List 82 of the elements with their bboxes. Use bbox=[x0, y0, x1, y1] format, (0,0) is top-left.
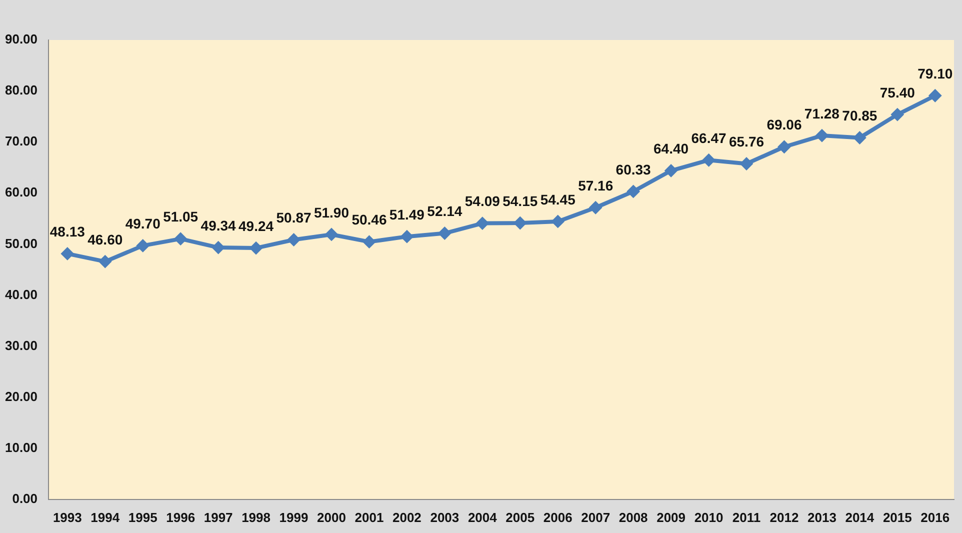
point bbox=[362, 235, 376, 248]
data-label: 60.33 bbox=[616, 161, 652, 178]
y-tick-label: 40.00 bbox=[4, 286, 38, 302]
data-label: 69.06 bbox=[766, 116, 802, 133]
x-tick-label: 1997 bbox=[204, 510, 233, 525]
x-tick-label: 2006 bbox=[543, 510, 572, 525]
x-tick-label: 1995 bbox=[128, 510, 158, 525]
y-tick-label: 70.00 bbox=[4, 134, 38, 149]
x-tick-label: 2005 bbox=[506, 510, 535, 525]
data-label: 51.90 bbox=[314, 204, 350, 220]
x-tick-label: 2016 bbox=[920, 510, 950, 525]
point bbox=[778, 140, 791, 154]
x-tick-label: 1998 bbox=[242, 510, 270, 525]
x-tick-label: 2008 bbox=[618, 510, 648, 525]
data-label: 49.34 bbox=[200, 217, 236, 234]
data-label: 79.10 bbox=[918, 66, 953, 82]
point bbox=[551, 214, 564, 228]
x-tick-label: 1996 bbox=[166, 510, 196, 525]
data-label: 70.85 bbox=[842, 108, 878, 124]
point bbox=[626, 184, 640, 198]
x-tick-label: 1993 bbox=[52, 510, 82, 525]
point bbox=[287, 233, 300, 246]
point bbox=[514, 216, 527, 230]
data-label: 51.49 bbox=[389, 206, 425, 222]
x-tick-label: 2001 bbox=[354, 510, 384, 525]
data-label: 49.24 bbox=[238, 218, 274, 234]
y-tick-label: 10.00 bbox=[4, 440, 38, 455]
y-tick-label: 30.00 bbox=[4, 338, 38, 353]
x-tick-label: 2003 bbox=[430, 510, 460, 525]
x-tick-label: 2004 bbox=[468, 510, 498, 525]
x-tick-label: 2000 bbox=[317, 510, 346, 525]
x-tick-label: 1994 bbox=[90, 510, 120, 525]
x-tick-label: 2009 bbox=[656, 510, 686, 525]
point bbox=[928, 89, 942, 102]
y-tick-label: 60.00 bbox=[4, 184, 38, 200]
point bbox=[664, 164, 678, 178]
data-label: 51.05 bbox=[163, 208, 198, 225]
point bbox=[890, 108, 904, 122]
point bbox=[815, 129, 828, 142]
data-label: 46.60 bbox=[88, 231, 123, 248]
x-tick-label: 2007 bbox=[581, 510, 610, 525]
point bbox=[174, 232, 188, 246]
x-tick-label: 2002 bbox=[392, 510, 422, 525]
data-label: 48.13 bbox=[50, 224, 86, 240]
data-label: 52.14 bbox=[427, 203, 462, 220]
data-label: 50.87 bbox=[276, 210, 312, 226]
x-tick-label: 1999 bbox=[279, 510, 308, 525]
data-label: 71.28 bbox=[804, 105, 840, 122]
point bbox=[212, 241, 225, 254]
y-tick-label: 80.00 bbox=[4, 82, 38, 98]
y-tick-label: 50.00 bbox=[4, 236, 38, 251]
point bbox=[702, 154, 716, 167]
data-label: 75.40 bbox=[880, 84, 916, 100]
data-label: 49.70 bbox=[125, 216, 161, 232]
x-tick-label: 2010 bbox=[694, 510, 724, 525]
data-label: 54.15 bbox=[502, 192, 538, 209]
x-tick-label: 2015 bbox=[882, 510, 912, 525]
point bbox=[60, 247, 74, 260]
data-label: 54.09 bbox=[464, 193, 500, 210]
point bbox=[136, 239, 150, 252]
data-label: 54.45 bbox=[540, 191, 576, 208]
point bbox=[476, 216, 489, 230]
point bbox=[740, 157, 753, 170]
x-tick-label: 2012 bbox=[770, 510, 799, 525]
point bbox=[438, 226, 452, 240]
data-label: 64.40 bbox=[654, 140, 689, 157]
data-label: 66.47 bbox=[691, 130, 726, 146]
x-tick-label: 2011 bbox=[732, 510, 761, 525]
y-tick-label: 0.00 bbox=[12, 490, 38, 506]
point bbox=[324, 228, 338, 241]
x-tick-label: 2013 bbox=[807, 510, 836, 525]
y-tick-label: 20.00 bbox=[4, 388, 38, 404]
point bbox=[400, 230, 414, 244]
point bbox=[250, 242, 263, 255]
point bbox=[589, 201, 602, 214]
x-tick-label: 2014 bbox=[845, 510, 875, 525]
point bbox=[98, 255, 112, 268]
y-tick-label: 90.00 bbox=[4, 32, 38, 47]
data-label: 65.76 bbox=[728, 134, 764, 150]
point bbox=[853, 131, 866, 144]
data-label: 57.16 bbox=[578, 177, 614, 194]
data-label: 50.46 bbox=[352, 212, 387, 228]
